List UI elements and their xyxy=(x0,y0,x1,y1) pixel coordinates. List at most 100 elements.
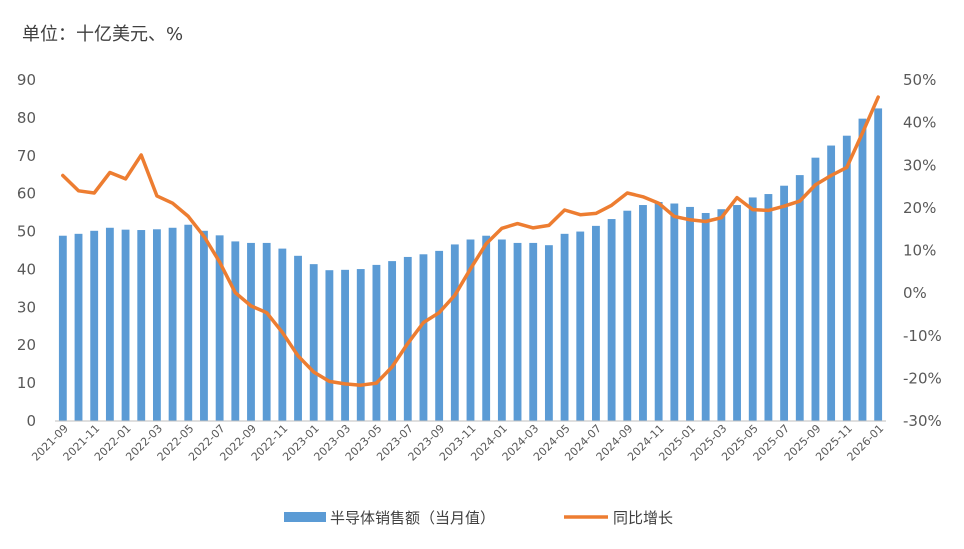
line-point xyxy=(359,383,362,387)
left-tick-label: 50 xyxy=(17,223,36,241)
bar xyxy=(529,242,538,421)
line-point xyxy=(61,174,65,177)
bar xyxy=(717,209,726,421)
line-point xyxy=(406,342,409,345)
line-point xyxy=(296,354,300,357)
line-point xyxy=(563,208,566,212)
left-tick-label: 70 xyxy=(17,147,36,165)
line-point xyxy=(343,382,347,386)
right-tick-label: 20% xyxy=(903,199,936,217)
line-point xyxy=(735,196,739,199)
left-tick-label: 20 xyxy=(17,336,36,354)
legend-line-label: 同比增长 xyxy=(613,509,673,527)
line-point xyxy=(751,208,754,211)
line-point xyxy=(876,95,880,99)
bar xyxy=(686,206,694,421)
right-axis: -30% -20% -10% 0% 10% 20% 30% 40% 50% xyxy=(903,71,942,430)
bar xyxy=(544,245,553,421)
line-point xyxy=(453,294,457,297)
line-point xyxy=(375,381,378,385)
bar xyxy=(58,235,67,421)
bar xyxy=(341,269,349,421)
line-point xyxy=(155,194,159,198)
bar xyxy=(560,233,569,421)
line-point xyxy=(641,195,645,198)
bar xyxy=(403,256,412,421)
line-point xyxy=(140,153,143,157)
line-point xyxy=(767,209,770,212)
line-point xyxy=(77,189,80,193)
line-point xyxy=(579,213,582,216)
bar xyxy=(607,219,616,421)
right-tick-label: -10% xyxy=(903,327,942,345)
right-tick-label: 40% xyxy=(903,114,936,132)
bar xyxy=(701,212,710,421)
line-point xyxy=(202,235,206,238)
bar xyxy=(231,241,240,421)
bar xyxy=(639,205,647,421)
line-point xyxy=(92,191,96,195)
right-tick-label: 30% xyxy=(903,156,936,174)
bar xyxy=(827,145,836,421)
line-point xyxy=(265,311,268,314)
bar xyxy=(795,175,804,421)
bar xyxy=(152,229,161,421)
line-point xyxy=(171,201,174,205)
line-point xyxy=(673,215,676,218)
bar xyxy=(450,244,459,421)
line-point xyxy=(312,370,315,374)
line-point xyxy=(798,199,801,203)
unit-label: 单位：十亿美元、% xyxy=(22,24,184,45)
legend-bar-label: 半导体销售额（当月值） xyxy=(330,509,495,527)
bar xyxy=(748,197,757,421)
bar xyxy=(105,227,114,421)
bar xyxy=(874,108,883,422)
bar xyxy=(90,230,99,421)
bar xyxy=(435,250,444,421)
bar xyxy=(372,264,381,421)
left-tick-label: 10 xyxy=(17,374,36,392)
line-point xyxy=(547,224,551,227)
left-tick-label: 80 xyxy=(17,109,36,127)
bar-series xyxy=(58,108,883,422)
bar xyxy=(733,205,741,421)
bar xyxy=(623,210,632,421)
line-point xyxy=(782,204,786,208)
bar xyxy=(670,203,679,421)
line-point xyxy=(594,212,598,215)
line-point xyxy=(281,331,284,334)
line-point xyxy=(328,380,331,383)
bar xyxy=(858,118,867,421)
bar xyxy=(764,194,773,421)
right-tick-label: 10% xyxy=(903,242,936,260)
left-tick-label: 30 xyxy=(17,298,36,316)
bar xyxy=(247,242,255,421)
line-point xyxy=(484,242,488,245)
line-point xyxy=(422,321,425,324)
bar xyxy=(325,270,334,421)
x-axis: 2021-092021-112022-012022-032022-052022-… xyxy=(29,422,886,464)
line-point xyxy=(626,191,629,195)
bar xyxy=(168,227,177,421)
line-point xyxy=(814,183,817,187)
legend: 半导体销售额（当月值） 同比增长 xyxy=(284,509,673,527)
bar xyxy=(184,224,193,421)
bar xyxy=(215,235,224,421)
bar xyxy=(466,239,475,421)
bar xyxy=(576,231,585,421)
right-tick-label: 0% xyxy=(903,284,927,302)
line-point xyxy=(218,260,221,264)
line-point xyxy=(108,171,112,174)
bar xyxy=(137,230,146,421)
bar xyxy=(121,229,130,421)
left-tick-label: 60 xyxy=(17,185,36,203)
line-point xyxy=(845,166,849,169)
bar xyxy=(388,261,397,421)
line-point xyxy=(234,291,237,294)
line-point xyxy=(532,226,535,230)
bar xyxy=(811,157,820,421)
bar xyxy=(294,255,302,421)
line-point xyxy=(500,227,504,230)
line-point xyxy=(124,177,127,181)
line-point xyxy=(704,220,707,223)
